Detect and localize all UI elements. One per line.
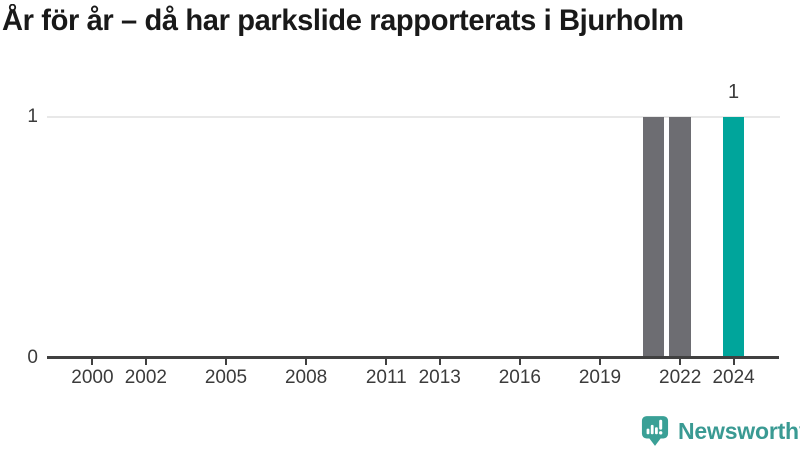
- x-axis-tick: [144, 359, 147, 365]
- plot-area: 0 1 1 2000 2002 2005 2008 2011 2013 2016 2019 2022 2…: [27, 81, 780, 388]
- x-axis-line: [47, 356, 779, 359]
- x-axis-tick-label: 2011: [365, 367, 407, 388]
- bar: [669, 117, 691, 359]
- x-axis-tick-label: 2022: [659, 367, 702, 388]
- x-axis-tick-label: 2016: [498, 367, 541, 388]
- x-axis-tick-label: 2024: [712, 367, 755, 388]
- y-axis-tick-label: 1: [27, 106, 38, 127]
- x-axis-tick: [599, 359, 601, 365]
- x-axis-tick: [305, 359, 308, 365]
- bar-value-label: 1: [728, 81, 740, 103]
- chart-title: År för år – då har parkslide rapporterat…: [2, 4, 684, 37]
- x-axis-tick-label: 2005: [204, 367, 248, 388]
- x-axis-tick-label: 2019: [578, 367, 622, 388]
- x-axis-tick: [385, 359, 388, 365]
- newsworthy-logo-text: Newsworthy: [678, 418, 800, 444]
- y-gridline: [47, 116, 780, 118]
- x-axis-tick-label: 2008: [284, 367, 328, 388]
- x-axis-tick: [518, 359, 521, 365]
- x-axis-tick: [679, 359, 682, 365]
- x-axis-tick: [91, 359, 94, 365]
- bar: [642, 117, 665, 359]
- x-axis-tick-label: 2002: [124, 367, 167, 388]
- newsworthy-logo[interactable]: Newsworthy: [641, 415, 800, 447]
- y-axis-tick-label: 0: [27, 347, 38, 368]
- x-axis-tick: [732, 359, 735, 365]
- x-axis-tick: [224, 359, 227, 365]
- bar-highlighted: [722, 117, 745, 359]
- x-axis-tick: [438, 359, 441, 365]
- x-axis-tick-label: 2000: [71, 367, 114, 388]
- x-axis-tick-label: 2013: [418, 367, 461, 388]
- newsworthy-chart-bubble-icon: [641, 416, 669, 446]
